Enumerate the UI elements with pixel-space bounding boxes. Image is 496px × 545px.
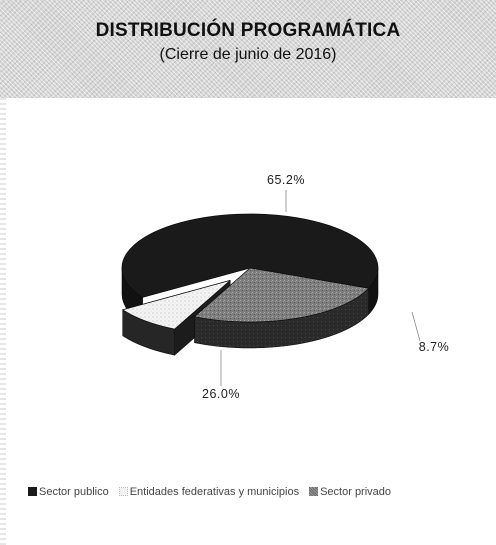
- pie-slice-sector-privado: [193, 267, 370, 323]
- scan-edge: [0, 0, 6, 545]
- legend-swatch: [118, 487, 128, 496]
- chart-subtitle: (Cierre de junio de 2016): [159, 46, 337, 63]
- data-label: 26.0%: [202, 387, 240, 401]
- chart-legend: Sector publico Entidades federativas y mu…: [28, 486, 496, 498]
- pie-slice-entidades-federativas-y-municipios: [121, 280, 231, 330]
- legend-item: Sector privado: [309, 486, 391, 498]
- data-label: 8.7%: [419, 340, 450, 354]
- chart-header: DISTRIBUCIÓN PROGRAMÁTICA (Cierre de jun…: [0, 0, 496, 98]
- legend-swatch: [28, 487, 37, 496]
- legend-item: Sector publico: [28, 486, 109, 498]
- data-label: 65.2%: [267, 173, 305, 187]
- legend-item: Entidades federativas y municipios: [118, 486, 300, 498]
- leader-line: [411, 311, 421, 342]
- legend-label: Sector privado: [320, 486, 392, 498]
- chart-title: DISTRIBUCIÓN PROGRAMÁTICA: [95, 20, 401, 41]
- legend-label: Entidades federativas y municipios: [129, 486, 300, 498]
- legend-swatch: [309, 487, 319, 496]
- pie-slice-sector-publico: [121, 213, 379, 298]
- legend-label: Sector publico: [39, 486, 109, 498]
